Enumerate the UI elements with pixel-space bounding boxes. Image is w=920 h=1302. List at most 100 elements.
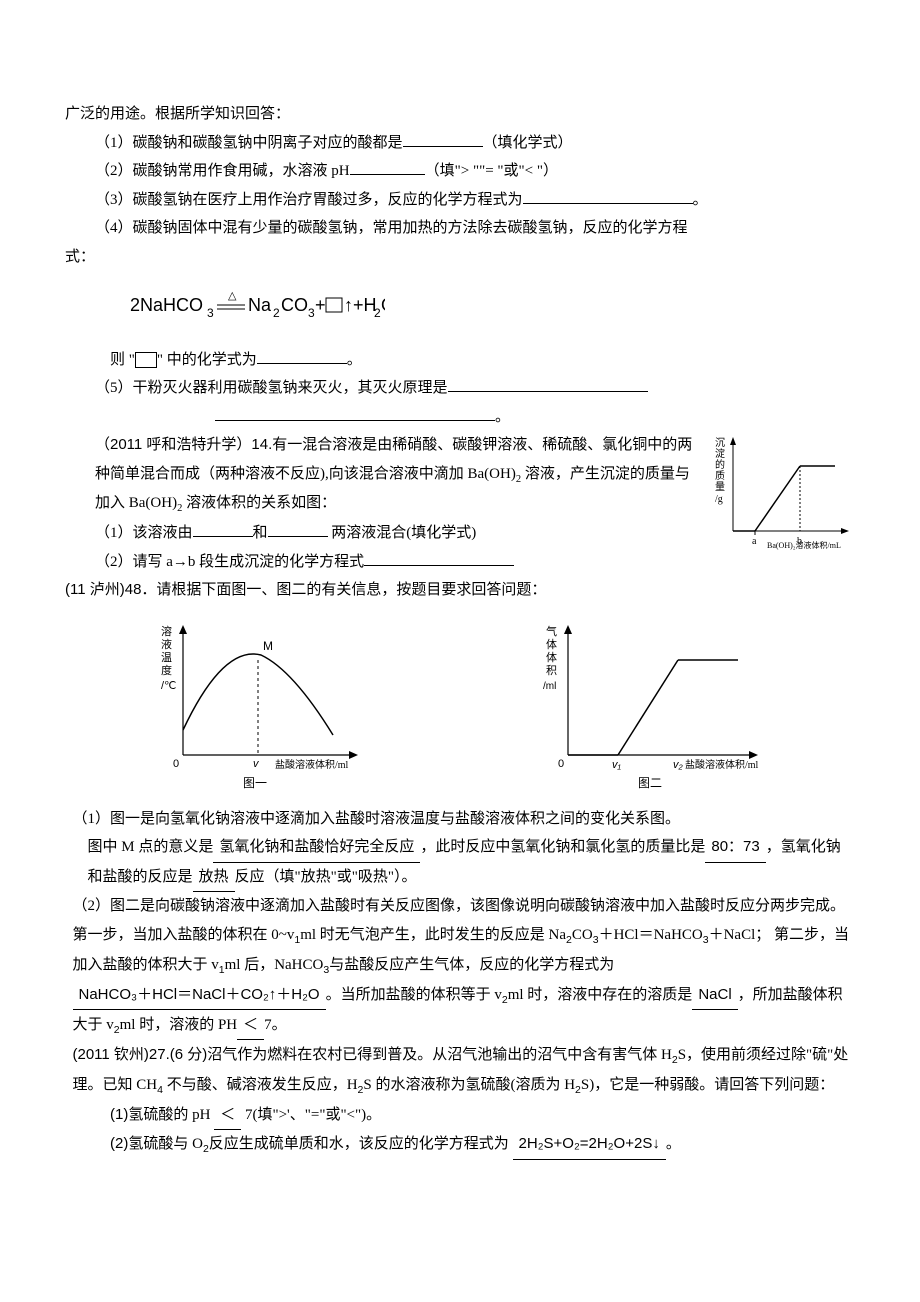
lz-p2-t12: 7。: [264, 1017, 287, 1033]
lz-p2-a2: NaCl: [692, 981, 737, 1011]
lz-p2-t6: ml 后，NaHCO: [225, 957, 324, 973]
q5-line2: 。: [65, 403, 855, 432]
q5-blank2: [215, 404, 495, 421]
g1-M: M: [263, 639, 273, 653]
hohhot-yl2: 淀: [715, 447, 725, 460]
hohhot-svg: 沉 淀 的 质 量 /g a b Ba(OH)₂溶液体积/mL: [705, 431, 855, 551]
qz-t3: 不与酸、碱溶液发生反应，H: [163, 1077, 358, 1093]
g1-v: v: [253, 758, 260, 770]
lz-p2-t11: ml 时，溶液的 PH: [120, 1017, 238, 1033]
lz-p1-a3: 放热: [193, 863, 235, 893]
lz-p2-t7: 与盐酸反应产生气体，反应的化学方程式为: [329, 957, 614, 973]
g1-xlabel: 盐酸溶液体积/ml: [275, 758, 349, 771]
hohhot-yl3: 的: [715, 458, 725, 471]
q4-t5: 。: [347, 352, 362, 368]
q1-line: （1）碳酸钠和碳酸氢钠中阴离子对应的酸都是（填化学式）: [65, 129, 855, 158]
q5-t2: 。: [495, 409, 510, 425]
q4-t4: " 中的化学式为: [157, 352, 257, 368]
lz-p2-a1: NaHCO₃＋HCl＝NaCl＋CO₂↑＋H₂O: [73, 981, 326, 1011]
q1-no: （1）: [95, 135, 133, 151]
q4-t3: 则 ": [110, 352, 135, 368]
q1-t1: 碳酸钠和碳酸氢钠中阴离子对应的酸都是: [133, 135, 403, 151]
q2-no: （2）: [95, 163, 133, 179]
hohhot-s1-t3: 两溶液混合(填化学式): [328, 525, 477, 541]
q1-blank: [403, 130, 483, 147]
q5-blank1: [448, 376, 648, 393]
qz-t1: 沼气作为燃料在农村已得到普及。从沼气池输出的沼气中含有害气体 H: [207, 1047, 672, 1063]
hohhot-s1-no: （1）: [95, 525, 133, 541]
lz-p2-a3: ＜: [237, 1011, 264, 1041]
eq-sub3: 3: [308, 306, 315, 320]
lz-p2-t9: ml 时，溶液中存在的溶质是: [508, 987, 693, 1003]
g1-yl5: /℃: [161, 680, 176, 692]
luzhou-intro-text: 请根据下面图一、图二的有关信息，按题目要求回答问题：: [156, 582, 546, 598]
luzhou-intro: (11 泸州)48．请根据下面图一、图二的有关信息，按题目要求回答问题：: [65, 576, 855, 605]
hohhot-s1-blank2: [268, 521, 328, 538]
hohhot-a: a: [752, 536, 757, 547]
g2-yl4: 积: [546, 664, 557, 677]
luzhou-p2: （2）图二是向碳酸钠溶液中逐滴加入盐酸时有关反应图像，该图像说明向碳酸钠溶液中加…: [65, 892, 855, 1040]
q2-t1: 碳酸钠常用作食用碱，水溶液 pH: [133, 163, 350, 179]
eq-sub1: 3: [207, 306, 214, 320]
hohhot-yl6: /g: [715, 494, 723, 505]
g2-xlabel: 盐酸溶液体积/ml: [685, 758, 759, 771]
luzhou-p1b: 图中 M 点的意义是氢氧化钠和盐酸恰好完全反应，此时反应中氢氧化钠和氯化氢的质量…: [65, 833, 855, 892]
luzhou-graphs: 溶 液 温 度 /℃ M 0 v 盐酸溶液体积/ml 图一 气 体 体 积 /m…: [65, 615, 855, 795]
qz-t4: S 的水溶液称为氢硫酸(溶质为 H: [363, 1077, 575, 1093]
qz-s1-t2: 7(填">'、"="或"<")。: [245, 1107, 381, 1123]
luzhou-p1: （1）图一是向氢氧化钠溶液中逐滴加入盐酸时溶液温度与盐酸溶液体积之间的变化关系图…: [65, 805, 855, 834]
hohhot-yl4: 质: [715, 470, 725, 482]
qinzhou-s2: (2)氢硫酸与 O2反应生成硫单质和水，该反应的化学方程式为 2H₂S+O₂=2…: [65, 1130, 855, 1160]
lz-p1-a2: 80：73: [705, 833, 765, 863]
qz-s2-no: (2): [110, 1135, 128, 1152]
qz-s2-t1: 氢硫酸与 O: [128, 1136, 203, 1152]
g2-0: 0: [558, 758, 564, 770]
eq-sub2: 2: [273, 306, 280, 320]
g2-yl1: 气: [546, 624, 557, 638]
g1-cap: 图一: [243, 776, 267, 790]
q5-no: （5）: [95, 380, 133, 396]
q3-t1: 碳酸氢钠在医疗上用作治疗胃酸过多，反应的化学方程式为: [133, 192, 523, 208]
g2-yl2: 体: [546, 637, 557, 651]
lz-p1-t2: 图中 M 点的意义是: [88, 839, 214, 855]
eq-sub4: 2: [374, 306, 381, 320]
hohhot-prefix: （2011 呼和浩特升学）14.: [95, 436, 272, 453]
g2-yl3: 体: [546, 650, 557, 664]
q3-t2: 。: [693, 192, 708, 208]
qinzhou-text: (2011 钦州)27.(6 分)沼气作为燃料在农村已得到普及。从沼气池输出的沼…: [65, 1041, 855, 1101]
q5-t1: 干粉灭火器利用碳酸氢钠来灭火，其灭火原理是: [133, 380, 448, 396]
g1-yl3: 温: [161, 651, 172, 664]
q4-line1: （4）碳酸钠固体中混有少量的碳酸氢钠，常用加热的方法除去碳酸氢钠，反应的化学方程: [65, 214, 855, 243]
qinzhou-s1: (1)氢硫酸的 pH ＜ 7(填">'、"="或"<")。: [65, 1101, 855, 1131]
eq-rhs1: Na: [248, 295, 272, 315]
q2-blank: [350, 159, 425, 176]
q4-equation: 2NaHCO 3 △ Na 2 CO 3 + ↑+H 2 O: [125, 281, 855, 336]
lz-p2-t8: 。当所加盐酸的体积等于 v: [326, 987, 502, 1003]
eq-lhs: 2NaHCO: [130, 295, 203, 315]
q3-no: （3）: [95, 192, 133, 208]
q4-t1: 碳酸钠固体中混有少量的碳酸氢钠，常用加热的方法除去碳酸氢钠，反应的化学方程: [133, 220, 688, 236]
hohhot-s1-blank1: [193, 521, 253, 538]
luzhou-prefix: (11 泸州)48．: [65, 581, 156, 598]
eq-rhs4: O: [381, 295, 385, 315]
eq-plus1: +: [315, 295, 326, 315]
q4-no: （4）: [95, 220, 133, 236]
q3-line: （3）碳酸氢钠在医疗上用作治疗胃酸过多，反应的化学方程式为 。: [65, 186, 855, 215]
qz-s2-t2: 反应生成硫单质和水，该反应的化学方程式为: [209, 1136, 509, 1152]
q4-blank: [257, 347, 347, 364]
q2-line: （2）碳酸钠常用作食用碱，水溶液 pH（填"> ""= "或"< "）: [65, 157, 855, 186]
qz-s1-a1: ＜: [214, 1101, 241, 1131]
lz-p1-no: （1）: [73, 811, 111, 827]
g1-0: 0: [173, 758, 179, 770]
g1-yl1: 溶: [161, 624, 172, 638]
g1-yl2: 液: [161, 637, 172, 651]
hohhot-s2-t1: 请写 a→b 段生成沉淀的化学方程式: [133, 554, 365, 570]
q5-line1: （5）干粉灭火器利用碳酸氢钠来灭火，其灭火原理是: [65, 374, 855, 403]
hohhot-graph: 沉 淀 的 质 量 /g a b Ba(OH)₂溶液体积/mL: [705, 431, 855, 562]
lz-p2-t4: ＋HCl＝NaHCO: [599, 927, 703, 943]
hohhot-s1-t2: 和: [253, 525, 268, 541]
lz-p1-t1: 图一是向氢氧化钠溶液中逐滴加入盐酸时溶液温度与盐酸溶液体积之间的变化关系图。: [110, 811, 680, 827]
luzhou-graph1: 溶 液 温 度 /℃ M 0 v 盐酸溶液体积/ml 图一: [143, 615, 373, 795]
eq-rhs3: ↑+H: [344, 295, 377, 315]
lz-p1-t5: 反应（填"放热"或"吸热"）。: [235, 869, 417, 885]
